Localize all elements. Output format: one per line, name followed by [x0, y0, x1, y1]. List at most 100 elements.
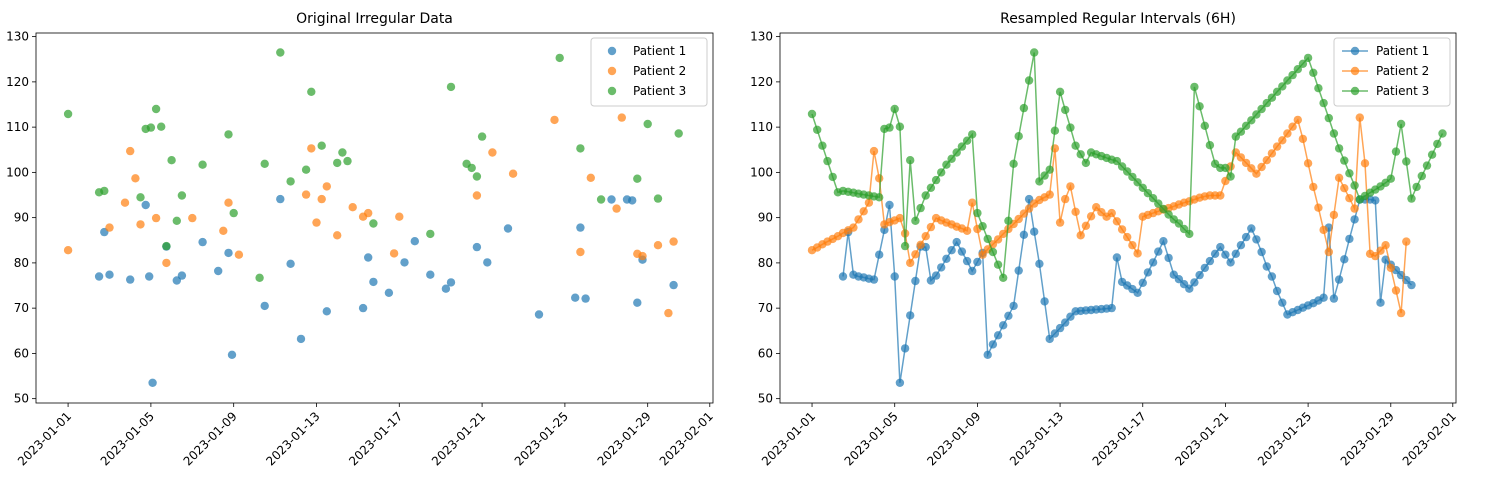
data-point — [1252, 169, 1261, 178]
data-point — [864, 198, 874, 207]
data-point — [1340, 184, 1349, 193]
data-point — [1112, 156, 1122, 166]
data-point — [1216, 191, 1225, 200]
data-point — [63, 109, 73, 119]
data-point — [1334, 275, 1344, 284]
x-tick-label: 2023-01-21 — [429, 409, 488, 468]
data-point — [162, 258, 171, 268]
data-point — [957, 247, 967, 256]
data-point — [1278, 298, 1287, 307]
data-point — [1371, 251, 1380, 261]
data-point — [1019, 209, 1029, 218]
data-point — [1272, 87, 1282, 97]
data-point — [146, 123, 156, 132]
data-point — [255, 273, 264, 282]
data-point — [983, 234, 992, 244]
data-point — [1309, 182, 1318, 192]
data-point — [807, 109, 817, 119]
data-point — [1076, 231, 1085, 240]
data-point — [973, 257, 982, 267]
y-tick-label: 90 — [758, 211, 773, 225]
data-point — [596, 195, 606, 204]
data-point — [1329, 129, 1339, 138]
x-tick-label: 2023-01-25 — [512, 409, 571, 468]
legend-item: Patient 3 — [607, 84, 686, 98]
legend-item: Patient 1 — [1342, 44, 1429, 58]
data-point — [1433, 139, 1442, 149]
data-point — [1262, 156, 1272, 165]
data-point — [1205, 141, 1215, 150]
data-point — [1133, 249, 1142, 258]
data-point — [1407, 280, 1416, 290]
data-point — [224, 130, 233, 139]
y-tick-label: 60 — [758, 346, 773, 360]
data-point — [389, 249, 399, 258]
data-point — [895, 378, 905, 387]
data-point — [1267, 93, 1277, 102]
data-point — [1293, 115, 1303, 125]
data-point — [1303, 159, 1313, 168]
x-tick-label: 2023-01-17 — [1090, 409, 1149, 468]
data-point — [483, 258, 492, 267]
data-point — [126, 275, 135, 284]
data-point — [260, 301, 269, 311]
y-tick-label: 110 — [6, 120, 29, 134]
data-point — [1055, 323, 1065, 333]
data-point — [1210, 249, 1220, 258]
data-point — [669, 280, 678, 290]
data-point — [1345, 169, 1354, 178]
legend-box — [590, 37, 708, 107]
data-point — [126, 146, 135, 156]
data-point — [1185, 229, 1194, 239]
data-point — [921, 191, 930, 200]
data-point — [426, 270, 435, 279]
data-point — [818, 141, 827, 150]
data-point — [410, 237, 419, 246]
legend-marker — [1350, 86, 1360, 96]
data-point — [962, 256, 972, 266]
data-point — [369, 219, 378, 228]
data-point — [1252, 235, 1261, 244]
data-point — [148, 378, 157, 387]
data-point — [1288, 70, 1297, 80]
data-point — [942, 160, 951, 169]
data-point — [1267, 272, 1277, 281]
data-point — [1298, 134, 1308, 144]
chart-panel-2: Resampled Regular Intervals (6H) 50 60 70 80… — [750, 11, 1459, 468]
data-point — [1174, 275, 1184, 284]
data-point — [962, 226, 972, 235]
data-point — [581, 294, 590, 303]
data-point — [1236, 241, 1246, 250]
data-point — [1340, 255, 1349, 264]
data-point — [890, 104, 899, 114]
data-point — [446, 82, 456, 92]
data-point — [1195, 102, 1204, 111]
data-point — [1221, 163, 1230, 173]
data-point — [198, 160, 207, 169]
data-point — [1154, 247, 1163, 256]
data-point — [968, 198, 977, 207]
data-point — [534, 310, 544, 319]
data-point — [993, 235, 1003, 244]
data-point — [895, 213, 905, 223]
data-point — [317, 141, 326, 150]
data-point — [1371, 196, 1380, 205]
data-point — [947, 154, 956, 163]
data-point — [1298, 59, 1308, 68]
y-tick-label: 120 — [750, 75, 773, 89]
data-point — [1334, 144, 1344, 153]
series-patient-1 — [838, 194, 1416, 387]
data-point — [1107, 303, 1116, 313]
data-point — [1195, 270, 1204, 280]
data-point — [643, 119, 652, 129]
data-point — [1376, 298, 1385, 307]
x-tick-label: 2023-01-13 — [1007, 409, 1066, 468]
data-point — [968, 130, 977, 139]
data-point — [1350, 204, 1359, 213]
data-point — [1216, 242, 1225, 252]
data-point — [1386, 174, 1396, 183]
data-point — [1391, 147, 1401, 156]
series-patient-1 — [94, 194, 678, 387]
data-point — [348, 203, 357, 212]
